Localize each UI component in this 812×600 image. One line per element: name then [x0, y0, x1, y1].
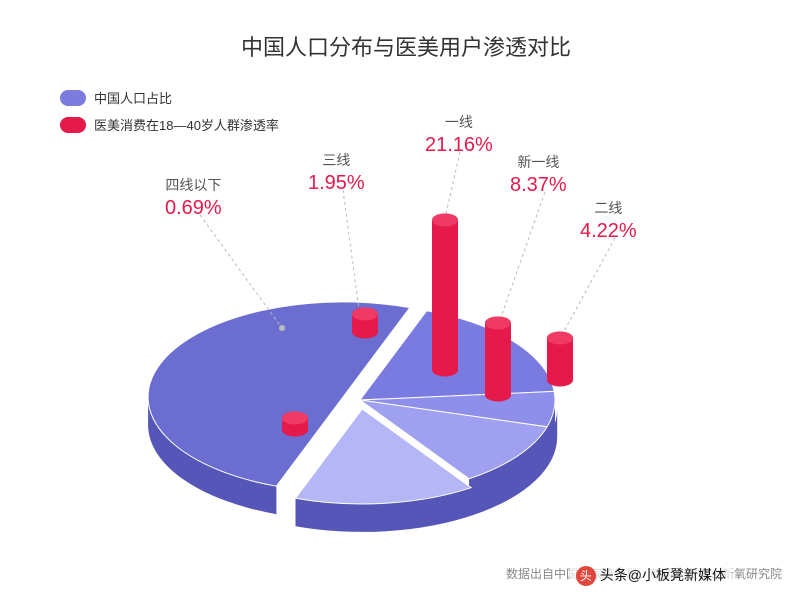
callout-value: 21.16% [425, 134, 493, 157]
bar-top [352, 308, 378, 321]
leader-line [500, 192, 545, 320]
callout-value: 0.69% [165, 197, 222, 220]
watermark-icon: 头 [576, 566, 596, 586]
pie-bar-chart [0, 0, 812, 600]
bar-top [432, 214, 458, 227]
callout: 四线以下0.69% [165, 175, 222, 220]
leader-line [562, 238, 615, 335]
callout-value: 1.95% [308, 172, 365, 195]
watermark: 头头条@小板凳新媒体 [570, 563, 732, 588]
bar-top [547, 332, 573, 345]
callout: 新一线8.37% [510, 152, 567, 197]
callout-category: 新一线 [510, 152, 567, 172]
callout: 二线4.22% [580, 198, 637, 243]
leader-dot [279, 325, 285, 331]
callout: 一线21.16% [425, 112, 493, 157]
leader-line [343, 190, 360, 317]
leader-line [445, 152, 460, 218]
watermark-text: 头条@小板凳新媒体 [600, 567, 726, 583]
bar-body [432, 214, 458, 377]
callout-category: 二线 [580, 198, 637, 218]
callout-value: 8.37% [510, 174, 567, 197]
callout-category: 三线 [308, 150, 365, 170]
callout: 三线1.95% [308, 150, 365, 195]
bar-top [485, 317, 511, 330]
bar-top [282, 412, 308, 425]
callout-category: 四线以下 [165, 175, 222, 195]
callout-value: 4.22% [580, 220, 637, 243]
callout-category: 一线 [425, 112, 493, 132]
